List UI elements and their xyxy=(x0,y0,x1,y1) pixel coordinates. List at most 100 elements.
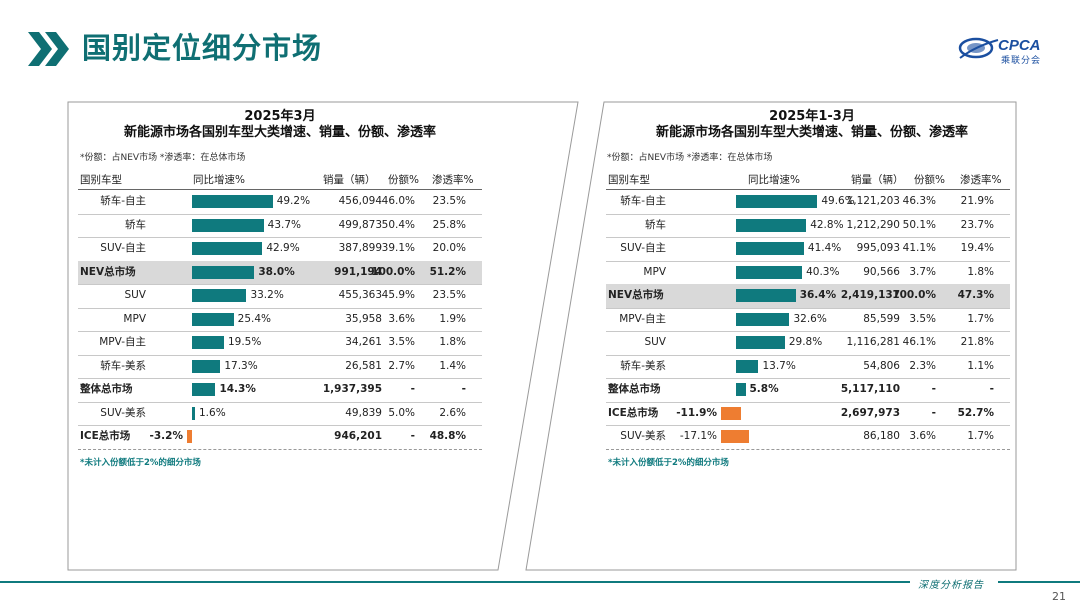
left-panel-note: *份额：占NEV市场 *渗透率：在总体市场 xyxy=(80,153,246,163)
row-name: 轿车-美系 xyxy=(620,359,666,372)
cell-share: 5.0% xyxy=(388,406,415,419)
cell-share: 45.9% xyxy=(381,289,415,301)
row-divider xyxy=(606,331,1010,332)
row-divider xyxy=(606,401,1010,403)
growth-label: 25.4% xyxy=(237,312,271,325)
table-row: SUV 29.8% 1,116,281 46.1% 21.8% xyxy=(606,331,1010,355)
table-row: MPV-自主 32.6% 85,599 3.5% 1.7% xyxy=(606,308,1010,332)
cell-pen: 21.8% xyxy=(960,336,994,348)
row-divider xyxy=(78,213,482,215)
cell-sales: 1,116,281 xyxy=(846,336,900,348)
cell-share: - xyxy=(931,406,936,419)
row-name: ICE总市场 xyxy=(80,430,131,442)
row-name: NEV总市场 xyxy=(608,289,664,301)
row-divider xyxy=(606,425,1010,426)
right-col-sales: 销量（辆） xyxy=(851,174,904,186)
growth-bar xyxy=(192,242,263,255)
growth-bar xyxy=(736,336,785,349)
table-row: 轿车-自主 49.6% 1,121,203 46.3% 21.9% xyxy=(606,190,1010,214)
row-name: ICE总市场 xyxy=(608,406,659,419)
row-divider xyxy=(78,331,482,332)
row-divider xyxy=(606,260,1010,262)
cell-share: - xyxy=(410,430,415,442)
left-panel-title-2: 新能源市场各国别车型大类增速、销量、份额、渗透率 xyxy=(123,125,436,140)
growth-bar xyxy=(721,406,741,420)
cell-sales: 85,599 xyxy=(863,312,900,325)
cell-pen: 48.8% xyxy=(429,430,466,442)
growth-bar xyxy=(736,218,807,232)
row-name: 整体总市场 xyxy=(608,383,661,395)
cell-pen: 1.9% xyxy=(439,312,466,325)
footer-rule-right xyxy=(998,581,1080,583)
row-name: SUV-美系 xyxy=(620,430,666,442)
left-col-sales: 销量（辆） xyxy=(323,174,376,186)
growth-bar xyxy=(192,336,224,349)
cell-share: 2.3% xyxy=(909,359,936,372)
growth-label: 42.8% xyxy=(810,218,844,231)
growth-label: 49.2% xyxy=(276,195,311,207)
footer-label: 深度分析报告 xyxy=(918,580,984,591)
cell-sales: 2,419,137 xyxy=(840,289,900,301)
cell-pen: 52.7% xyxy=(957,406,994,419)
table-row: SUV-美系 1.6% 49,839 5.0% 2.6% xyxy=(78,402,482,426)
row-divider xyxy=(606,307,1010,309)
growth-label: -3.2% xyxy=(149,430,183,442)
row-name: 轿车-自主 xyxy=(100,195,146,207)
cell-sales: 387,899 xyxy=(338,242,382,254)
cell-share: 100.0% xyxy=(371,265,415,278)
table-row: 整体总市场 14.3% 1,937,395 - - xyxy=(78,378,482,402)
cell-pen: 1.4% xyxy=(439,359,466,372)
right-panel-title-2: 新能源市场各国别车型大类增速、销量、份额、渗透率 xyxy=(655,125,968,140)
growth-label: 32.6% xyxy=(793,312,827,325)
growth-label: 40.3% xyxy=(806,265,840,278)
row-divider xyxy=(78,425,482,426)
table-row: MPV 25.4% 35,958 3.6% 1.9% xyxy=(78,308,482,332)
left-col-penetration: 渗透率% xyxy=(432,174,474,186)
cell-pen: 51.2% xyxy=(429,265,466,278)
cell-pen: 47.3% xyxy=(957,289,994,301)
cpca-logo: CPCA xyxy=(958,37,1041,59)
cell-sales: 34,261 xyxy=(345,336,382,348)
table-row: SUV 33.2% 455,363 45.9% 23.5% xyxy=(78,284,482,308)
cell-share: 3.6% xyxy=(909,430,936,442)
right-panel-title-1: 2025年1-3月 xyxy=(769,109,855,124)
cell-pen: 19.4% xyxy=(960,242,994,254)
cell-share: 50.4% xyxy=(381,218,415,231)
cell-sales: 86,180 xyxy=(863,430,900,442)
table-row: 轿车-美系 13.7% 54,806 2.3% 1.1% xyxy=(606,355,1010,379)
table-row: NEV总市场 38.0% 991,194 100.0% 51.2% xyxy=(78,260,482,284)
cell-sales: 499,873 xyxy=(338,218,382,231)
cell-sales: 1,212,290 xyxy=(846,218,900,231)
row-name: SUV-美系 xyxy=(100,406,146,419)
cell-pen: 25.8% xyxy=(432,218,466,231)
growth-label: -17.1% xyxy=(679,430,717,442)
growth-label: 29.8% xyxy=(788,336,823,348)
row-name: NEV总市场 xyxy=(80,265,136,278)
row-name: 整体总市场 xyxy=(80,383,133,395)
row-divider xyxy=(78,448,482,450)
row-name: 轿车-自主 xyxy=(620,195,666,207)
growth-label: 19.5% xyxy=(227,336,262,348)
growth-bar xyxy=(736,383,746,396)
cell-sales: 456,094 xyxy=(338,195,382,207)
cell-sales: 2,697,973 xyxy=(840,406,900,419)
table-row: NEV总市场 36.4% 2,419,137 100.0% 47.3% xyxy=(606,284,1010,308)
growth-bar xyxy=(192,359,221,373)
table-row: SUV-美系 -17.1% 86,180 3.6% 1.7% xyxy=(606,425,1010,449)
cell-sales: 995,093 xyxy=(856,242,900,254)
cell-share: 3.6% xyxy=(388,312,415,325)
growth-label: 49.6% xyxy=(821,195,855,207)
cell-pen: 1.7% xyxy=(967,430,994,442)
table-row: 整体总市场 5.8% 5,117,110 - - xyxy=(606,378,1010,402)
cell-sales: 946,201 xyxy=(334,430,382,442)
growth-label: 14.3% xyxy=(219,383,256,395)
row-divider xyxy=(606,448,1010,450)
cell-share: 50.1% xyxy=(902,218,936,231)
left-footnote: *未计入份额低于2%的细分市场 xyxy=(80,458,201,468)
cell-share: 46.1% xyxy=(902,336,936,348)
growth-bar xyxy=(192,265,255,279)
cell-pen: 1.8% xyxy=(439,336,466,348)
table-row: SUV-自主 42.9% 387,899 39.1% 20.0% xyxy=(78,237,482,261)
table-row: MPV 40.3% 90,566 3.7% 1.8% xyxy=(606,261,1010,285)
growth-bar xyxy=(736,265,803,279)
